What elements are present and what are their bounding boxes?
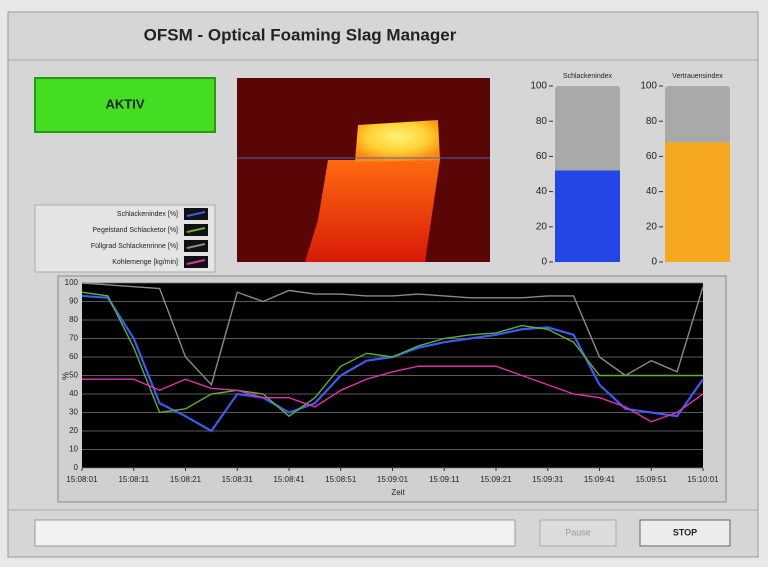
gauge-fill [555,170,620,262]
stop-button-label[interactable]: STOP [673,527,697,537]
gauge-tick-label: 100 [530,81,547,92]
gauge-tick-label: 60 [646,151,658,162]
x-tick-label: 15:09:31 [532,475,564,484]
x-tick-label: 15:08:01 [66,475,98,484]
legend-label: Füllgrad Schlackenrinne [%] [91,243,178,250]
gauge-tick-label: 20 [536,221,548,232]
gauge-title: Vertrauensindex [672,73,723,80]
gauge-tick-label: 80 [646,116,658,127]
legend-label: Pegelstand Schlacketor [%] [92,227,178,234]
y-tick-label: 10 [69,445,78,454]
y-tick-label: 80 [69,315,78,324]
gauge-tick-label: 100 [640,81,657,92]
x-tick-label: 15:08:41 [273,475,305,484]
gauge-tick-label: 0 [651,257,657,268]
x-tick-label: 15:08:21 [170,475,202,484]
x-tick-label: 15:08:31 [222,475,254,484]
x-tick-label: 15:09:51 [636,475,668,484]
y-tick-label: 50 [69,371,78,380]
x-tick-label: 15:10:01 [687,475,719,484]
x-tick-label: 15:09:01 [377,475,409,484]
legend-label: Kohlemenge [kg/min] [112,259,178,266]
x-tick-label: 15:08:51 [325,475,357,484]
y-tick-label: 60 [69,352,78,361]
gauge-tick-label: 40 [646,186,658,197]
y-tick-label: 20 [69,426,78,435]
window: OFSM - Optical Foaming Slag Manager AKTI… [0,0,768,567]
x-tick-label: 15:09:41 [584,475,616,484]
y-tick-label: 100 [65,278,79,287]
y-tick-label: 40 [69,389,78,398]
x-axis-label: Zeit [391,488,405,497]
gauge-tick-label: 40 [536,186,548,197]
gauge-tick-label: 80 [536,116,548,127]
message-field [35,520,515,546]
pause-button-label[interactable]: Pause [565,527,591,537]
y-tick-label: 0 [74,463,79,472]
gauge-title: Schlackenindex [563,73,613,80]
gauge-tick-label: 0 [541,257,547,268]
y-tick-label: 30 [69,408,78,417]
y-axis-label: % [60,372,70,380]
gauge-fill [665,142,730,262]
x-tick-label: 15:09:11 [429,475,460,484]
camera-image [237,78,490,262]
legend-label: Schlackenindex [%] [117,211,178,218]
y-tick-label: 70 [69,334,78,343]
x-tick-label: 15:09:21 [480,475,512,484]
y-tick-label: 90 [69,297,78,306]
gauge-tick-label: 60 [536,151,548,162]
app-title: OFSM - Optical Foaming Slag Manager [144,25,457,44]
gauge-tick-label: 20 [646,221,658,232]
status-text: AKTIV [106,96,145,111]
x-tick-label: 15:08:11 [118,475,149,484]
